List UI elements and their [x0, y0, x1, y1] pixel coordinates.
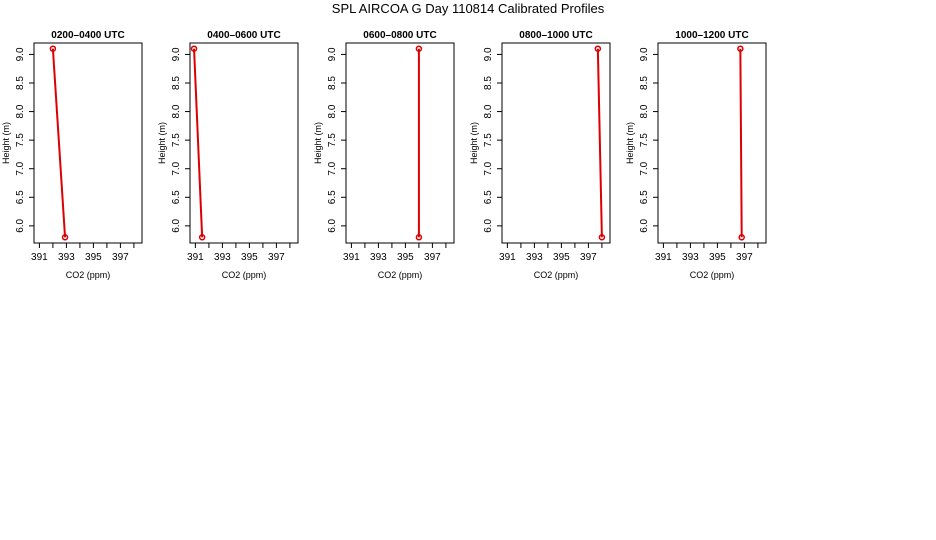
chart-4-plot-frame	[501, 42, 611, 244]
chart-5-data-point	[738, 234, 745, 241]
chart-5-y-tick-label: 9.0	[639, 47, 650, 61]
chart-5-y-tick-label: 6.0	[639, 218, 650, 232]
chart-1-y-tick-label: 8.0	[15, 104, 26, 118]
chart-5-y-tick-label: 6.5	[639, 190, 650, 204]
chart-2-y-tick-label: 8.5	[171, 76, 182, 90]
chart-4-series-line	[596, 48, 603, 238]
chart-5-series-line	[739, 48, 743, 238]
chart-3-x-tick-label: 395	[397, 252, 414, 263]
chart-2-series-line	[193, 48, 204, 238]
chart-4-x-tick-label: 397	[580, 252, 597, 263]
chart-5-plot-frame	[657, 42, 767, 244]
chart-3-y-tick-label: 6.0	[327, 218, 338, 232]
chart-3-y-tick-label: 7.0	[327, 161, 338, 175]
chart-2-y-tick-label: 7.5	[171, 133, 182, 147]
chart-5-panel-title: 1000–1200 UTC	[675, 30, 748, 41]
chart-2-x-axis-label: CO2 (ppm)	[222, 270, 267, 280]
chart-2-x-tick-label: 391	[187, 252, 204, 263]
chart-3-data-point	[415, 234, 423, 241]
chart-1-y-tick-label: 6.5	[15, 190, 26, 204]
chart-4-data-point	[594, 45, 602, 52]
chart-5-y-tick-label: 8.5	[639, 76, 650, 90]
chart-5-x-tick-label: 395	[709, 252, 726, 263]
chart-4-y-tick-label: 8.0	[483, 104, 494, 118]
chart-2-data-point	[198, 234, 206, 241]
page-title: SPL AIRCOA G Day 110814 Calibrated Profi…	[331, 1, 605, 16]
chart-3-y-tick-label: 8.0	[327, 104, 338, 118]
chart-4-y-tick-label: 9.0	[483, 47, 494, 61]
chart-3-x-tick-label: 391	[343, 252, 360, 263]
chart-2-x-tick-label: 397	[268, 252, 285, 263]
chart-5-y-tick-label: 8.0	[639, 104, 650, 118]
chart-3-panel-title: 0600–0800 UTC	[363, 30, 436, 41]
chart-2-y-tick-label: 6.5	[171, 190, 182, 204]
chart-5-y-axis-label: Height (m)	[625, 122, 635, 164]
chart-5-y-tick-label: 7.0	[639, 161, 650, 175]
chart-1-plot-frame	[33, 42, 143, 244]
chart-3-x-axis-label: CO2 (ppm)	[378, 270, 423, 280]
chart-4-panel-title: 0800–1000 UTC	[519, 30, 592, 41]
chart-1-y-axis-label: Height (m)	[1, 122, 11, 164]
chart-5-data-point	[737, 45, 744, 52]
chart-1-y-tick-label: 7.0	[15, 161, 26, 175]
chart-2-plot-frame	[189, 42, 299, 244]
chart-1-x-axis-label: CO2 (ppm)	[66, 270, 111, 280]
chart-2-y-tick-label: 9.0	[171, 47, 182, 61]
chart-1-y-tick-label: 8.5	[15, 76, 26, 90]
chart-5-x-tick-label: 397	[736, 252, 753, 263]
chart-1-x-tick-label: 397	[112, 252, 129, 263]
chart-4-y-axis-label: Height (m)	[469, 122, 479, 164]
chart-5-x-axis-label: CO2 (ppm)	[690, 270, 735, 280]
chart-4-y-tick-label: 8.5	[483, 76, 494, 90]
chart-4-y-tick-label: 6.0	[483, 218, 494, 232]
chart-3-plot-frame	[345, 42, 455, 244]
chart-2-y-tick-label: 8.0	[171, 104, 182, 118]
chart-2-data-point	[190, 45, 198, 52]
chart-1-y-tick-label: 7.5	[15, 133, 26, 147]
chart-4-x-tick-label: 395	[553, 252, 570, 263]
chart-4-x-axis-label: CO2 (ppm)	[534, 270, 579, 280]
chart-4-y-tick-label: 7.5	[483, 133, 494, 147]
chart-2-x-tick-label: 395	[241, 252, 258, 263]
chart-1-x-tick-label: 395	[85, 252, 102, 263]
chart-5-y-tick-label: 7.5	[639, 133, 650, 147]
chart-1-x-tick-label: 393	[58, 252, 75, 263]
chart-1-data-point	[49, 45, 57, 52]
chart-2-panel-title: 0400–0600 UTC	[207, 30, 280, 41]
chart-3-y-tick-label: 9.0	[327, 47, 338, 61]
chart-4-y-tick-label: 7.0	[483, 161, 494, 175]
chart-1-y-tick-label: 6.0	[15, 218, 26, 232]
chart-3-y-tick-label: 6.5	[327, 190, 338, 204]
chart-5-x-tick-label: 393	[682, 252, 699, 263]
chart-3-data-point	[415, 45, 423, 52]
chart-4-x-tick-label: 391	[499, 252, 516, 263]
chart-4-x-tick-label: 393	[526, 252, 543, 263]
chart-3-y-axis-label: Height (m)	[313, 122, 323, 164]
chart-2-x-tick-label: 393	[214, 252, 231, 263]
chart-4-y-tick-label: 6.5	[483, 190, 494, 204]
chart-1-data-point	[61, 234, 69, 241]
chart-2-y-tick-label: 6.0	[171, 218, 182, 232]
chart-3-y-tick-label: 7.5	[327, 133, 338, 147]
chart-1-y-tick-label: 9.0	[15, 47, 26, 61]
chart-2-y-axis-label: Height (m)	[157, 122, 167, 164]
chart-1-x-tick-label: 391	[31, 252, 48, 263]
chart-5-x-tick-label: 391	[655, 252, 672, 263]
chart-1-series-line	[51, 48, 67, 238]
chart-4-data-point	[598, 234, 606, 241]
chart-3-x-tick-label: 393	[370, 252, 387, 263]
chart-1-panel-title: 0200–0400 UTC	[51, 30, 124, 41]
chart-3-x-tick-label: 397	[424, 252, 441, 263]
chart-3-y-tick-label: 8.5	[327, 76, 338, 90]
chart-2-y-tick-label: 7.0	[171, 161, 182, 175]
